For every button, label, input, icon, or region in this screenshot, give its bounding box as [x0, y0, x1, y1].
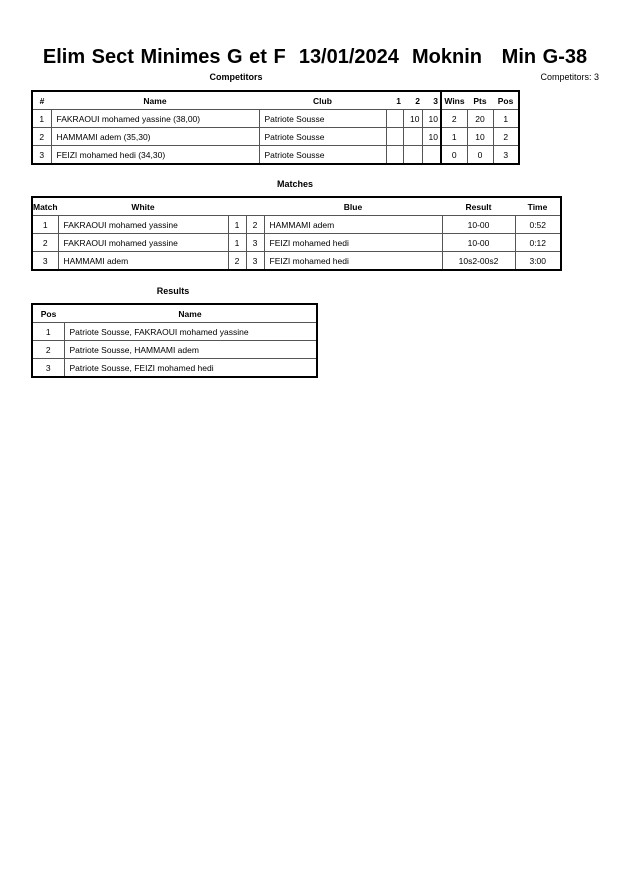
competitors-heading: Competitors: [209, 72, 263, 82]
column-header: Pos: [32, 304, 64, 323]
table-cell: Patriote Sousse, FAKRAOUI mohamed yassin…: [63, 322, 318, 341]
table-cell: HAMMAMI adem: [57, 251, 229, 271]
table-cell: 1: [31, 109, 52, 128]
table-cell: [421, 145, 442, 165]
table-cell: 2: [31, 233, 59, 252]
column-header: Result: [442, 197, 515, 216]
column-header: 1: [386, 91, 403, 110]
table-cell: 10-00: [441, 233, 516, 252]
column-header: Blue: [264, 197, 442, 216]
table-cell: 3: [245, 251, 265, 271]
page-title: Elim Sect Minimes G et F 13/01/2024 Mokn…: [42, 46, 588, 68]
table-cell: [402, 127, 423, 146]
table-cell: 1: [227, 215, 247, 234]
table-cell: 20: [466, 109, 494, 128]
table-row: 1 FAKRAOUI mohamed yassine (38,00) Patriot…: [31, 109, 520, 128]
table-cell: Patriote Sousse: [258, 145, 387, 165]
table-cell: 3: [31, 358, 65, 378]
results-table: Pos Name 1 Patriote Sousse, FAKRAOUI mohame…: [31, 303, 318, 378]
column-header: Pos: [493, 91, 519, 110]
table-cell: [402, 145, 423, 165]
table-cell: FAKRAOUI mohamed yassine: [57, 215, 229, 234]
table-cell: 1: [31, 215, 59, 234]
table-cell: 0: [440, 145, 468, 165]
table-cell: 1: [492, 109, 520, 128]
table-cell: FAKRAOUI mohamed yassine: [57, 233, 229, 252]
table-cell: 3: [31, 145, 52, 165]
table-cell: FEIZI mohamed hedi (34,30): [50, 145, 260, 165]
table-cell: HAMMAMI adem: [263, 215, 443, 234]
table-cell: 2: [31, 127, 52, 146]
table-row: 2 HAMMAMI adem (35,30) Patriote Sousse 10 1 1…: [31, 127, 520, 146]
column-header: 2: [403, 91, 422, 110]
table-cell: 10s2-00s2: [441, 251, 516, 271]
table-row: 2 FAKRAOUI mohamed yassine 1 3 FEIZI mohamed…: [31, 233, 562, 252]
matches-table: Match White Blue Result Time 1 FAKRAOUI mohame…: [31, 196, 562, 271]
column-header: Name: [64, 304, 317, 323]
table-cell: [385, 109, 404, 128]
table-cell: 2: [245, 215, 265, 234]
table-cell: Patriote Sousse: [258, 109, 387, 128]
table-cell: 10: [421, 127, 442, 146]
table-cell: 10: [402, 109, 423, 128]
results-heading: Results: [156, 286, 190, 296]
table-cell: 3: [492, 145, 520, 165]
column-header: Wins: [441, 91, 467, 110]
table-cell: 1: [31, 322, 65, 341]
table-cell: 3: [31, 251, 59, 271]
table-cell: 0:12: [514, 233, 562, 252]
table-cell: 1: [440, 127, 468, 146]
table-cell: [385, 127, 404, 146]
column-header: #: [32, 91, 51, 110]
column-header: White: [58, 197, 228, 216]
column-header: Match: [32, 197, 58, 216]
table-cell: 2: [440, 109, 468, 128]
table-cell: FEIZI mohamed hedi: [263, 233, 443, 252]
table-cell: [385, 145, 404, 165]
table-cell: 2: [227, 251, 247, 271]
table-cell: 0:52: [514, 215, 562, 234]
table-row: 1 Patriote Sousse, FAKRAOUI mohamed yassi…: [31, 322, 318, 341]
competitors-count: Competitors: 3: [540, 72, 599, 82]
table-cell: Patriote Sousse, FEIZI mohamed hedi: [63, 358, 318, 378]
table-cell: Patriote Sousse, HAMMAMI adem: [63, 340, 318, 359]
table-cell: 10: [466, 127, 494, 146]
table-cell: 2: [492, 127, 520, 146]
table-row: 3 FEIZI mohamed hedi (34,30) Patriote Sous…: [31, 145, 520, 165]
column-header: Club: [259, 91, 386, 110]
table-cell: 2: [31, 340, 65, 359]
table-cell: 10: [421, 109, 442, 128]
table-cell: FAKRAOUI mohamed yassine (38,00): [50, 109, 260, 128]
table-cell: FEIZI mohamed hedi: [263, 251, 443, 271]
table-cell: 3: [245, 233, 265, 252]
column-header: Name: [51, 91, 259, 110]
table-cell: 3:00: [514, 251, 562, 271]
column-header: Time: [515, 197, 561, 216]
table-cell: 10-00: [441, 215, 516, 234]
table-row: 2 Patriote Sousse, HAMMAMI adem: [31, 340, 318, 359]
column-header: Pts: [467, 91, 493, 110]
table-cell: Patriote Sousse: [258, 127, 387, 146]
table-cell: 1: [227, 233, 247, 252]
table-row: 3 Patriote Sousse, FEIZI mohamed hedi: [31, 358, 318, 378]
table-row: 3 HAMMAMI adem 2 3 FEIZI mohamed hedi 10s2-00…: [31, 251, 562, 271]
table-cell: 0: [466, 145, 494, 165]
table-cell: HAMMAMI adem (35,30): [50, 127, 260, 146]
column-header-blank: [228, 197, 264, 216]
table-row: 1 FAKRAOUI mohamed yassine 1 2 HAMMAMI adem 1…: [31, 215, 562, 234]
matches-heading: Matches: [276, 179, 313, 189]
competitors-table: # Name Club 1 2 3 Wins Pts Pos 1 FAKRAOUI mohamed …: [31, 90, 520, 165]
column-header: 3: [422, 91, 442, 110]
